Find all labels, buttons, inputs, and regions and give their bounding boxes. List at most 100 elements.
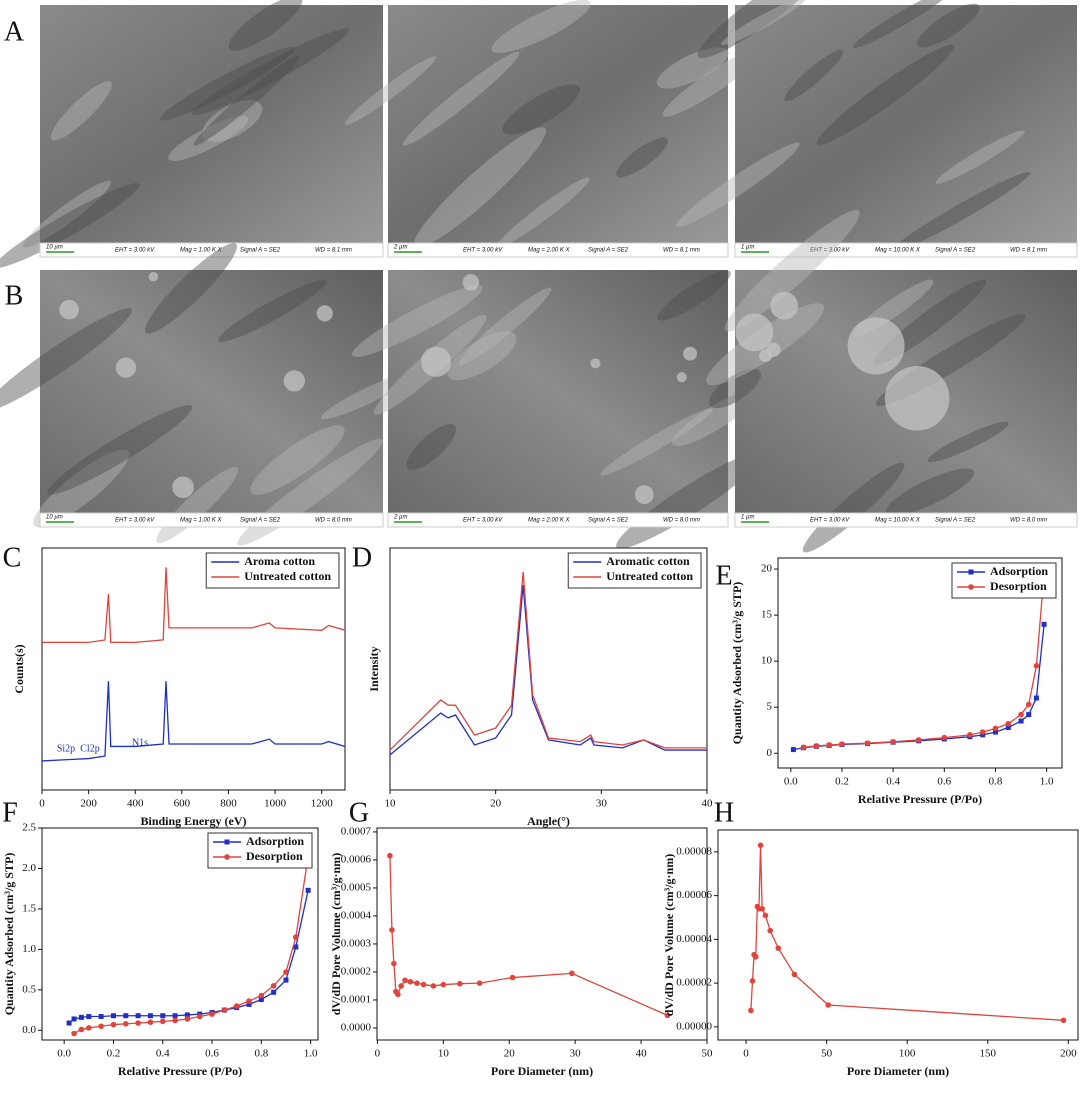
- x-tick-label: 200: [80, 798, 97, 810]
- marker: [395, 991, 401, 998]
- marker: [1005, 724, 1011, 730]
- sem-mag: Mag = 2.00 K X: [528, 248, 571, 254]
- fiber: [496, 177, 590, 248]
- x-tick-label: 0.0: [57, 1048, 71, 1060]
- x-tick-label: 1200: [311, 798, 334, 810]
- marker: [86, 1014, 92, 1020]
- scale-label: 2 µm: [393, 245, 407, 251]
- sem-info-bar: [387, 512, 729, 528]
- fiber: [852, 0, 956, 49]
- fiber: [160, 46, 296, 121]
- particle-cluster: [770, 291, 799, 320]
- marker: [749, 978, 756, 984]
- panel-label: C: [3, 542, 22, 573]
- x-tick-label: 0.8: [254, 1048, 268, 1060]
- fiber: [891, 171, 1031, 252]
- sem-info-bar: [734, 512, 1078, 528]
- marker: [147, 1013, 153, 1019]
- plot-frame: [41, 547, 346, 791]
- y-tick-label: 0.00000: [676, 1020, 712, 1032]
- marker: [1018, 711, 1024, 718]
- legend-label: Aroma cotton: [244, 554, 315, 568]
- fiber: [218, 280, 327, 342]
- sem-eht: EHT = 3.00 kV: [463, 248, 503, 254]
- x-tick-label: 600: [174, 798, 191, 810]
- particle-cluster: [115, 357, 137, 378]
- marker: [1041, 621, 1047, 627]
- legend-box: [205, 552, 340, 589]
- x-tick-label: 0.0: [784, 776, 798, 788]
- sem-mag: Mag = 10.00 K X: [875, 248, 921, 254]
- marker: [864, 740, 871, 746]
- y-tick-label: 5: [767, 701, 773, 713]
- marker: [813, 743, 820, 749]
- marker: [258, 992, 265, 999]
- fiber: [191, 28, 350, 116]
- x-tick-label: 800: [220, 798, 237, 810]
- y-tick-label: 0.0003: [341, 937, 372, 949]
- marker: [569, 970, 575, 977]
- legend-box: [567, 552, 702, 589]
- marker: [246, 998, 252, 1004]
- x-axis-label: Pore Diameter (nm): [847, 1064, 949, 1078]
- legend-label: Untreated cotton: [244, 569, 331, 583]
- panel-label: H: [714, 797, 734, 828]
- series-line: [42, 567, 346, 644]
- marker: [1060, 1017, 1067, 1024]
- marker: [979, 729, 986, 735]
- marker: [791, 971, 798, 978]
- sem-eht: EHT = 3.00 kV: [115, 518, 155, 524]
- marker: [305, 887, 311, 893]
- sem-wd: WD = 8.0 mm: [1010, 518, 1047, 524]
- x-tick-label: 1.0: [304, 1048, 318, 1060]
- x-tick-label: 0.6: [937, 776, 951, 788]
- legend-label: Desorption: [246, 849, 303, 863]
- sem-wd: WD = 8.1 mm: [315, 248, 352, 254]
- particle-cluster: [148, 271, 159, 282]
- sem-eht: EHT = 3.00 kV: [810, 518, 850, 524]
- marker: [71, 1030, 77, 1037]
- fiber: [885, 468, 975, 516]
- x-tick-label: 40: [702, 798, 714, 810]
- fiber: [935, 130, 1025, 184]
- series-line: [389, 855, 668, 1016]
- fiber: [657, 270, 731, 321]
- y-tick-label: 0.0007: [341, 825, 372, 837]
- sem-image: [40, 5, 383, 243]
- sem-signal: Signal A = SE2: [588, 518, 629, 524]
- fiber: [784, 49, 844, 102]
- series-line: [793, 624, 1045, 751]
- fiber: [0, 308, 132, 412]
- y-tick-label: 0.0004: [341, 909, 372, 921]
- particle-cluster: [316, 305, 333, 322]
- x-tick-label: 0.4: [156, 1048, 170, 1060]
- sem-mag: Mag = 10.00 K X: [875, 518, 921, 524]
- y-tick-label: 0.5: [22, 983, 36, 995]
- y-tick-label: 0.0006: [341, 853, 372, 865]
- x-tick-label: 10: [438, 1048, 450, 1060]
- marker: [98, 1014, 104, 1020]
- plot-frame: [376, 827, 708, 1041]
- scale-label: 1 µm: [741, 515, 754, 521]
- x-tick-label: 400: [127, 798, 144, 810]
- y-tick-label: 10: [761, 655, 773, 667]
- x-tick-label: 100: [899, 1048, 916, 1060]
- particle-cluster: [172, 476, 194, 499]
- x-tick-label: 30: [596, 798, 608, 810]
- x-tick-label: 10: [385, 798, 397, 810]
- marker: [414, 980, 420, 986]
- panel-label: A: [4, 16, 25, 47]
- marker: [209, 1011, 215, 1017]
- legend-label: Adsorption: [990, 564, 1048, 578]
- fiber: [168, 115, 249, 161]
- plot-frame: [389, 547, 708, 791]
- y-tick-label: 0.00004: [676, 933, 712, 945]
- marker: [78, 1014, 84, 1020]
- marker: [762, 912, 769, 919]
- x-tick-label: 0.6: [205, 1048, 219, 1060]
- marker: [767, 927, 774, 934]
- marker: [748, 1007, 754, 1014]
- marker: [1018, 718, 1024, 724]
- annotation: Si2p: [57, 743, 75, 754]
